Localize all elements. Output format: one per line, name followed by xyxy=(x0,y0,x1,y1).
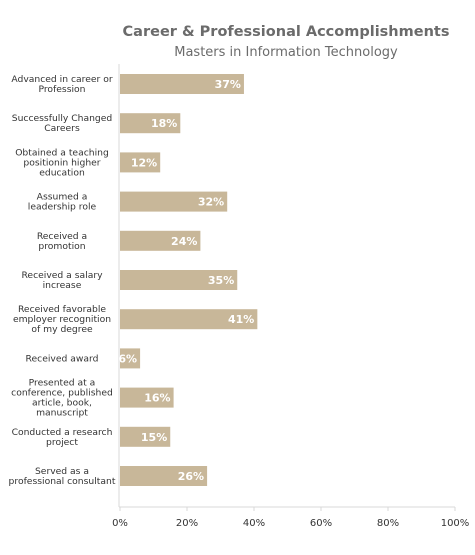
x-tick-label: 40% xyxy=(243,518,265,529)
x-tick-label: 100% xyxy=(441,518,470,529)
bar-value-label: 18% xyxy=(151,117,177,130)
bar xyxy=(120,348,141,369)
x-axis-ticks: 0% 20% 40% 60% 80% 100% xyxy=(112,507,469,529)
bar xyxy=(120,426,171,447)
category-label: Conducted a research project xyxy=(12,427,113,448)
bar-value-label: 37% xyxy=(215,78,241,91)
bar xyxy=(120,113,181,134)
category-label: Successfully Changed Careers xyxy=(12,113,113,134)
bar xyxy=(120,466,208,486)
category-label: Assumed a leadership role xyxy=(28,192,97,213)
bar-value-label: 41% xyxy=(228,313,254,326)
bar-value-label: 15% xyxy=(141,431,167,444)
category-label: Received a salary increase xyxy=(21,270,103,291)
bar xyxy=(120,230,201,251)
bars-group: 37% 18% 12% 32% 24% 35% 41% 6% 16% 15% 26% xyxy=(118,74,258,486)
bar xyxy=(120,74,244,94)
category-label: Received award xyxy=(26,353,99,364)
bar-value-label: 26% xyxy=(178,470,204,483)
x-tick-label: 80% xyxy=(377,518,399,529)
bar xyxy=(120,309,258,330)
category-label: Served as a professional consultant xyxy=(9,466,116,487)
bar-value-label: 6% xyxy=(118,352,137,365)
bar-value-label: 12% xyxy=(131,156,157,169)
category-label: Obtained a teaching positionin higher educ… xyxy=(15,147,109,178)
bar xyxy=(120,270,238,290)
x-tick-label: 0% xyxy=(112,518,128,529)
bar xyxy=(120,191,228,212)
bar-value-label: 16% xyxy=(144,392,170,405)
category-labels: Advanced in career or Profession Successfu… xyxy=(9,74,116,487)
chart-subtitle: Masters in Information Technology xyxy=(174,45,398,60)
category-label: Received a promotion xyxy=(37,231,87,252)
category-label: Received favorable employer recognition of… xyxy=(13,304,111,335)
bar xyxy=(120,387,174,408)
category-label: Presented at a conference, published artic… xyxy=(11,378,113,419)
category-label: Advanced in career or Profession xyxy=(11,74,112,95)
chart-title: Career & Professional Accomplishments xyxy=(123,24,450,40)
bar-value-label: 32% xyxy=(198,196,224,209)
x-tick-label: 20% xyxy=(176,518,198,529)
bar-value-label: 24% xyxy=(171,235,197,248)
bar-value-label: 35% xyxy=(208,274,234,287)
x-tick-label: 60% xyxy=(310,518,332,529)
bar xyxy=(120,152,161,173)
